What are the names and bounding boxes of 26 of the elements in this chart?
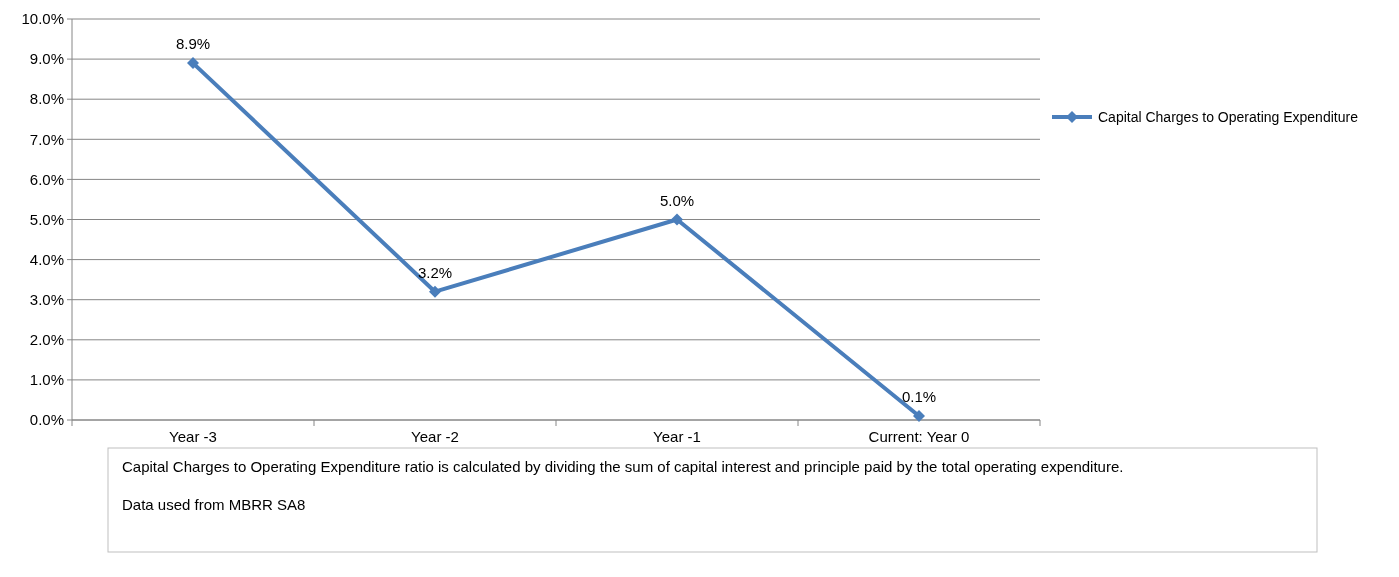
x-tick-label: Year -3	[169, 428, 217, 445]
text: Data used from MBRR SA8	[122, 496, 306, 513]
x-tick-label: Year -1	[653, 428, 701, 445]
y-tick-label: 7.0%	[29, 130, 64, 148]
point	[187, 57, 199, 70]
y-tick-label: 3.0%	[29, 290, 64, 308]
y-tick-label: 5.0%	[29, 210, 64, 228]
y-tick-label: 9.0%	[29, 50, 64, 68]
data-label: 5.0%	[659, 191, 695, 209]
y-tick-label: 2.0%	[29, 331, 64, 349]
point	[913, 409, 925, 422]
point	[429, 285, 441, 298]
text: Capital Charges to Operating Expenditure ratio is calculated by dividing the sum of capital interest and principle paid by the total operating expenditure.	[122, 458, 1124, 475]
y-tick-label: 10.0%	[21, 10, 64, 28]
x-tick-label: Current: Year 0	[868, 428, 970, 445]
y-tick-label: 6.0%	[29, 170, 64, 188]
data-label: 8.9%	[175, 35, 211, 53]
y-tick-label: 8.0%	[29, 90, 64, 108]
legend-label: Capital Charges to Operating Expenditure	[1098, 108, 1359, 125]
data-label: 3.2%	[417, 263, 453, 281]
y-tick-label: 1.0%	[29, 371, 64, 389]
y-tick-label: 4.0%	[29, 250, 64, 268]
data-label: 0.1%	[901, 387, 937, 405]
point	[671, 213, 683, 226]
x-tick-label: Year -2	[411, 428, 459, 445]
y-tick-label: 0.0%	[29, 411, 64, 429]
